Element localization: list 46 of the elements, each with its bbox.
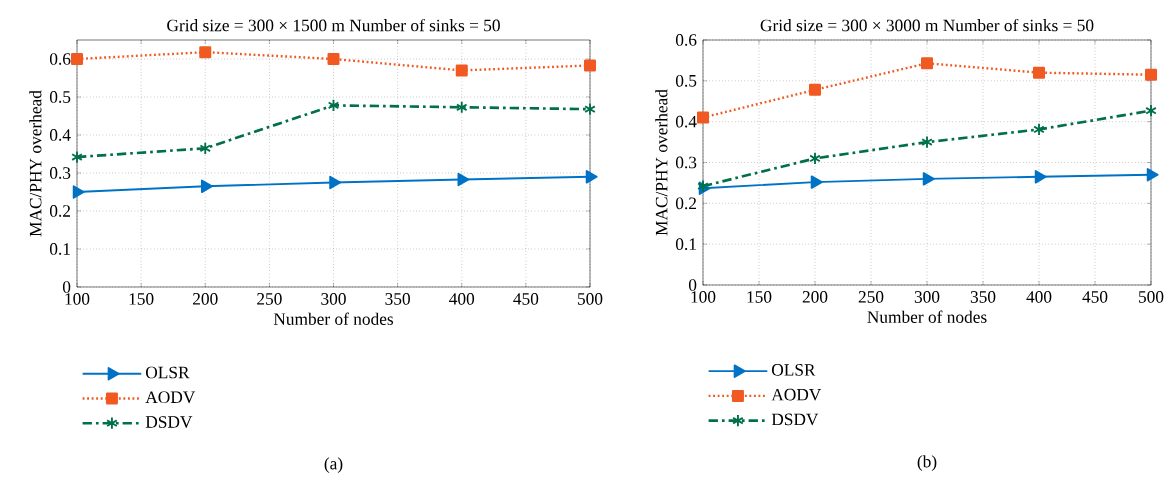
legend-label: OLSR [145, 366, 190, 379]
x-tick-label: 500 [578, 293, 603, 305]
text: (b) [917, 455, 937, 471]
x-tick-label: 200 [802, 291, 828, 303]
x-tick-label: 400 [1026, 291, 1052, 303]
y-axis-title: MAC/PHY overhead [29, 90, 42, 237]
x-tick-label: 300 [914, 291, 940, 303]
y-tick-label: 0.4 [49, 129, 71, 141]
y-tick-label: 0.2 [49, 205, 71, 217]
y-tick-label: 0.3 [49, 167, 71, 179]
x-tick-label: 100 [65, 293, 90, 305]
x-axis-title: Number of nodes [273, 312, 394, 325]
legend-label: OLSR [771, 364, 816, 376]
x-tick-label: 450 [513, 293, 539, 305]
y-tick-label: 0.5 [675, 74, 697, 87]
legend-label: DSDV [771, 413, 819, 426]
y-tick-label: 0.6 [675, 34, 697, 46]
x-tick-label: 150 [129, 293, 154, 305]
x-axis-title: Number of nodes [867, 310, 987, 323]
x-tick-label: 100 [691, 291, 716, 303]
chart-title: Grid size = 300 × 3000 m Number of sinks = 50 [760, 18, 1094, 32]
x-tick-label: 300 [321, 293, 346, 305]
x-tick-label: 500 [1139, 291, 1164, 303]
x-tick-label: 350 [385, 293, 410, 305]
y-axis-title: MAC/PHY overhead [655, 89, 668, 236]
y-tick-label: 0 [62, 281, 71, 293]
x-tick-label: 200 [193, 293, 218, 305]
x-tick-label: 450 [1082, 291, 1108, 303]
y-tick-label: 0.2 [675, 197, 697, 210]
y-tick-label: 0.3 [675, 156, 697, 169]
y-tick-label: 0.1 [49, 243, 70, 255]
chart-title: Grid size = 300 × 1500 m Number of sinks = 50 [167, 18, 500, 32]
legend-label: AODV [145, 391, 196, 404]
y-tick-label: 0.6 [49, 53, 71, 65]
x-tick-label: 250 [858, 291, 884, 303]
y-tick-label: 0.4 [675, 115, 697, 128]
x-tick-label: 350 [970, 291, 996, 303]
x-tick-label: 150 [747, 291, 772, 303]
y-tick-label: 0.1 [675, 238, 696, 251]
x-tick-label: 400 [449, 293, 475, 305]
x-tick-label: 250 [257, 293, 282, 305]
legend-label: DSDV [145, 416, 193, 428]
y-tick-label: 0.5 [49, 91, 71, 103]
legend-label: AODV [771, 388, 822, 401]
y-tick-label: 0 [688, 279, 697, 291]
text: (a) [324, 457, 343, 473]
